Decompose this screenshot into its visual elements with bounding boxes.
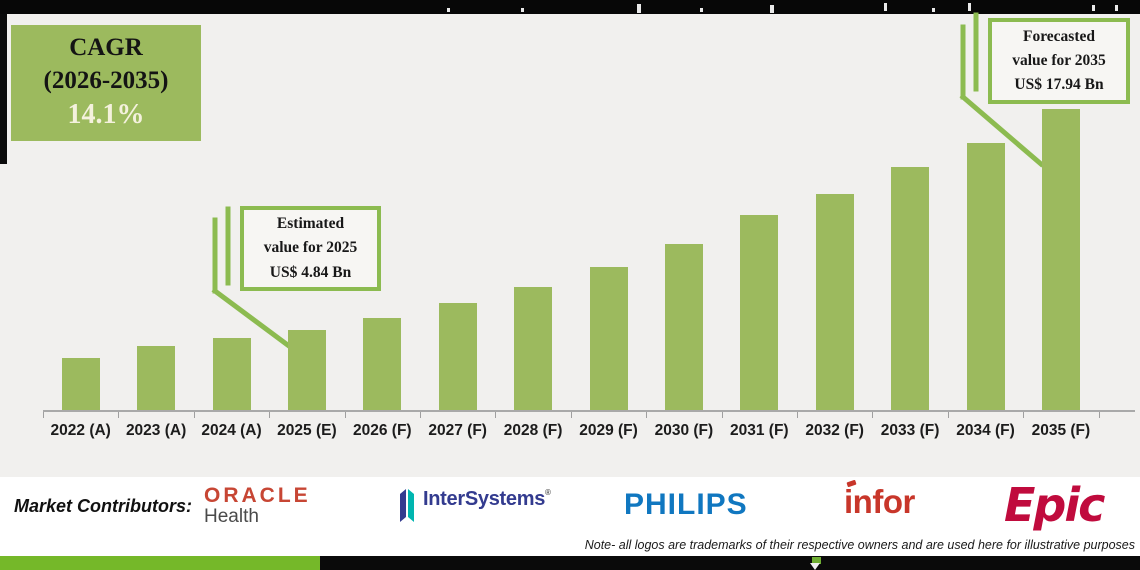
title-glyph-fragment [932, 8, 935, 12]
infor-logo: infor [844, 479, 915, 521]
intersystems-icon [400, 489, 414, 522]
market-contributors-label: Market Contributors: [14, 496, 193, 516]
axis-tick [646, 412, 647, 418]
x-axis-label: 2034 (F) [956, 422, 1015, 439]
infor-wordmark: infor [844, 483, 915, 520]
cagr-title: CAGR [69, 34, 143, 62]
x-axis-label: 2032 (F) [805, 422, 864, 439]
x-axis-label: 2026 (F) [353, 422, 412, 439]
title-glyph-fragment [770, 5, 774, 13]
bottom-green-stripe [0, 556, 320, 570]
contributors-band [0, 477, 1140, 556]
bar-2029 [589, 267, 628, 411]
title-glyph-fragment [447, 8, 450, 12]
title-glyph-fragment [700, 8, 703, 12]
axis-tick [872, 412, 873, 418]
forecasted-value-callout: Forecasted value for 2035 US$ 17.94 Bn [988, 18, 1130, 104]
bar-2032 [815, 194, 854, 411]
oracle-health-text: Health [204, 506, 259, 528]
axis-tick [345, 412, 346, 418]
bar-2027 [438, 303, 477, 411]
trademark-note: Note- all logos are trademarks of their … [584, 538, 1135, 552]
title-glyph-fragment [884, 3, 887, 11]
forecasted-line2: value for 2035 [1012, 51, 1106, 69]
philips-logo: PHILIPS [624, 488, 748, 521]
forecasted-line1: Forecasted [1022, 27, 1096, 45]
bar-2023 [137, 346, 176, 411]
bar-2024 [212, 338, 251, 411]
intersystems-text: InterSystems [423, 488, 546, 510]
estimated-line2: value for 2025 [263, 239, 358, 257]
x-axis-label: 2023 (A) [125, 422, 187, 439]
title-bar-cropped [0, 0, 1140, 14]
intersystems-wordmark: InterSystems® [423, 488, 551, 511]
registered-mark-icon: ® [545, 488, 551, 497]
epic-logo: Epic [1004, 478, 1105, 532]
axis-tick [722, 412, 723, 418]
cagr-box: CAGR (2026-2035) 14.1% [11, 25, 201, 141]
title-glyph-fragment [521, 8, 524, 12]
forecasted-line3: US$ 17.94 Bn [1014, 76, 1104, 93]
x-axis-label: 2027 (F) [428, 422, 487, 439]
axis-tick [1099, 412, 1100, 418]
x-axis-line [43, 410, 1135, 412]
title-glyph-fragment [1115, 5, 1118, 11]
bottom-bar [0, 556, 1140, 570]
bar-2025 [287, 330, 326, 411]
bar-2033 [891, 167, 930, 411]
axis-tick [571, 412, 572, 418]
bottom-green-speck [812, 557, 821, 564]
axis-tick [43, 412, 44, 418]
title-glyph-fragment [1092, 5, 1095, 11]
x-axis-label: 2033 (F) [880, 422, 940, 439]
x-axis-label: 2030 (F) [654, 422, 714, 439]
axis-tick [118, 412, 119, 418]
axis-tick [495, 412, 496, 418]
axis-tick [1023, 412, 1024, 418]
oracle-health-logo: ORACLE Health [204, 484, 311, 528]
bar-2034 [966, 143, 1005, 411]
cagr-value: 14.1% [67, 99, 145, 131]
x-axis-label: 2025 (E) [277, 422, 337, 439]
x-axis-label: 2024 (A) [201, 422, 262, 439]
axis-tick [797, 412, 798, 418]
axis-tick [269, 412, 270, 418]
bar-2035 [1041, 109, 1080, 411]
estimated-value-callout: Estimated value for 2025 US$ 4.84 Bn [240, 206, 381, 291]
x-axis-label: 2028 (F) [503, 422, 563, 439]
axis-tick [420, 412, 421, 418]
x-axis-label: 2035 (F) [1031, 422, 1091, 439]
bar-2026 [363, 318, 402, 411]
bar-2031 [740, 215, 779, 411]
estimated-line3: US$ 4.84 Bn [269, 263, 352, 281]
cursor-fragment [810, 563, 820, 570]
bar-2028 [514, 287, 553, 411]
axis-tick [194, 412, 195, 418]
left-edge-artifact [0, 14, 7, 164]
estimated-line1: Estimated [276, 215, 345, 233]
bar-2030 [664, 244, 703, 411]
x-axis-label: 2029 (F) [579, 422, 638, 439]
x-axis-label: 2022 (A) [50, 422, 111, 439]
cagr-range: (2026-2035) [43, 66, 169, 94]
oracle-wordmark: ORACLE [204, 484, 311, 507]
title-glyph-fragment [968, 3, 971, 11]
title-glyph-fragment [637, 4, 641, 13]
intersystems-logo: InterSystems® [398, 488, 551, 522]
bar-2022 [61, 358, 100, 411]
axis-tick [948, 412, 949, 418]
x-axis-label: 2031 (F) [730, 422, 789, 439]
